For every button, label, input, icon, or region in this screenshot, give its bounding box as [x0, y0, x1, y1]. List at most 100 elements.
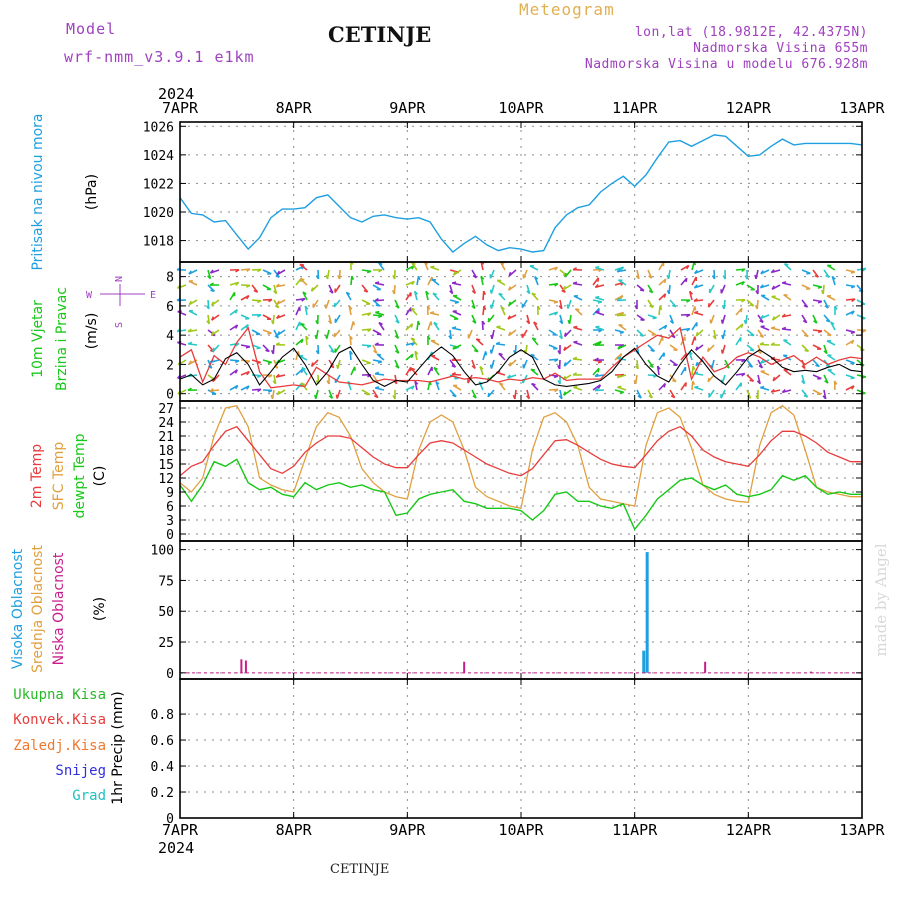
- panel-labels: Pritisak na nivou mora (hPa) 10m Vjetar Brz…: [10, 113, 890, 804]
- panel-frame-cloud: [179, 540, 863, 680]
- wind-arrow-head: [310, 287, 314, 292]
- wind-arrow-head: [741, 281, 746, 286]
- wind-arrow-head: [562, 391, 567, 396]
- wind-arrow-head: [206, 320, 210, 325]
- wind-arrow-head: [430, 311, 435, 314]
- wind-arrow-head: [377, 315, 383, 319]
- wind-arrow-head: [553, 375, 559, 379]
- wind-arrow-head: [326, 380, 330, 385]
- wind-arrow-head: [635, 275, 640, 280]
- wind-arrow-head: [594, 387, 599, 392]
- wind-arrow-head: [741, 359, 746, 363]
- wind-arrow-head: [666, 289, 670, 295]
- wind-arrow-head: [825, 319, 831, 323]
- wind-arrow-head: [395, 350, 400, 354]
- wind-arrow-head: [495, 341, 501, 345]
- wind-arrow-head: [275, 359, 280, 364]
- wind-arrow-head: [616, 312, 621, 317]
- wind-arrow-head: [666, 274, 670, 280]
- xlabel-bottom-1: 8APR: [276, 821, 313, 839]
- wind-arrow-head: [427, 335, 431, 340]
- wind-arrow-head: [619, 331, 624, 334]
- wind-arrow-head: [506, 374, 511, 379]
- wind-arrow-head: [692, 380, 696, 386]
- wind-arrow-head: [707, 303, 710, 308]
- wind-arrow-head: [573, 325, 578, 329]
- wind-arrow-head: [759, 359, 764, 364]
- wind-arrow-head: [508, 271, 512, 277]
- wind-arrow-head: [374, 371, 380, 375]
- xlabel-top-0: 7APR: [162, 99, 199, 117]
- ytick-label-precip: 0.2: [151, 786, 174, 801]
- wind-arrow-head: [648, 275, 653, 279]
- wind-arrow-head: [672, 379, 677, 383]
- wind-arrow-head: [433, 366, 438, 371]
- wind-arrow-head: [395, 320, 400, 324]
- wind-arrow-head: [367, 328, 372, 333]
- wind-arrow-head: [363, 289, 368, 293]
- wind-arrow-head: [454, 301, 459, 304]
- wind-arrow-head: [760, 385, 765, 389]
- wind-arrow-head: [257, 388, 262, 393]
- wind-arrow-head: [374, 281, 380, 284]
- wind-arrow-head: [554, 283, 559, 287]
- wind-arrow-head: [822, 395, 827, 400]
- wind-arrow-head: [352, 321, 356, 326]
- wind-arrow-head: [830, 321, 835, 325]
- wind-arrow-head: [575, 308, 580, 311]
- wind-arrow-head: [373, 394, 379, 399]
- wind-arrow-head: [411, 385, 415, 390]
- xlabel-bottom-0: 7APR: [162, 821, 199, 839]
- wind-arrow-head: [476, 338, 481, 341]
- wind-arrow-head: [301, 366, 306, 371]
- cloud-bar-2: [809, 671, 812, 673]
- cloud-unit: (%): [92, 597, 108, 621]
- xlabel-top-1: 8APR: [276, 99, 313, 117]
- ytick-label-cloud: 100: [151, 544, 174, 559]
- ytick-label-cloud: 75: [158, 574, 174, 589]
- wind-arrow-head: [804, 349, 809, 353]
- wind-arrow-head: [246, 284, 251, 288]
- wind-arrow-head: [561, 289, 566, 294]
- axes-layer: 1018102010221024102602468036912151821242…: [143, 85, 886, 857]
- wind-arrow-head: [276, 390, 280, 395]
- wind-arrow-head: [850, 377, 855, 380]
- wind-arrow-head: [617, 345, 621, 350]
- wind-arrow-head: [772, 376, 776, 382]
- wind-arrow-head: [490, 334, 493, 340]
- wind-arrow-head: [743, 319, 747, 325]
- wind-arrow-head: [553, 301, 559, 304]
- wind-arrow-head: [595, 265, 600, 269]
- wind-arrow-head: [480, 275, 485, 280]
- wind-arrow-head: [452, 394, 457, 398]
- wind-arrow-head: [616, 356, 622, 360]
- wind-arrow-head: [267, 332, 272, 335]
- footer-station: CETINJE: [330, 862, 390, 877]
- wind-arrow-head: [597, 384, 602, 389]
- wind-arrow-head: [741, 299, 746, 303]
- wind-arrow-head: [686, 314, 691, 318]
- wind-arrow-head: [650, 349, 655, 353]
- wind-arrow-head: [634, 305, 638, 310]
- wind-arrow-head: [375, 386, 380, 389]
- wind-arrow-head: [268, 298, 273, 303]
- wind-arrow-head: [257, 314, 262, 318]
- wind-arrow-head: [207, 275, 212, 280]
- wind-arrow-head: [209, 269, 214, 274]
- wind-arrow-head: [598, 341, 602, 346]
- precip-legend-1: Konvek.Kisa: [13, 712, 106, 728]
- wind-arrow-head: [275, 373, 280, 378]
- wind-arrow-head: [564, 272, 567, 278]
- compass-e: E: [150, 290, 156, 301]
- wind-arrow-head: [234, 309, 238, 314]
- meteogram-title: Meteogram: [519, 0, 615, 19]
- cloud-bar-0: [642, 650, 646, 673]
- wind-arrow-head: [417, 275, 421, 281]
- wind-arrow-head: [448, 335, 452, 340]
- wind-arrow-head: [760, 314, 764, 319]
- wind-arrow-head: [689, 290, 694, 295]
- wind-arrow-head: [686, 299, 691, 303]
- series-layer: [176, 134, 867, 674]
- wind-arrow-head: [272, 380, 277, 385]
